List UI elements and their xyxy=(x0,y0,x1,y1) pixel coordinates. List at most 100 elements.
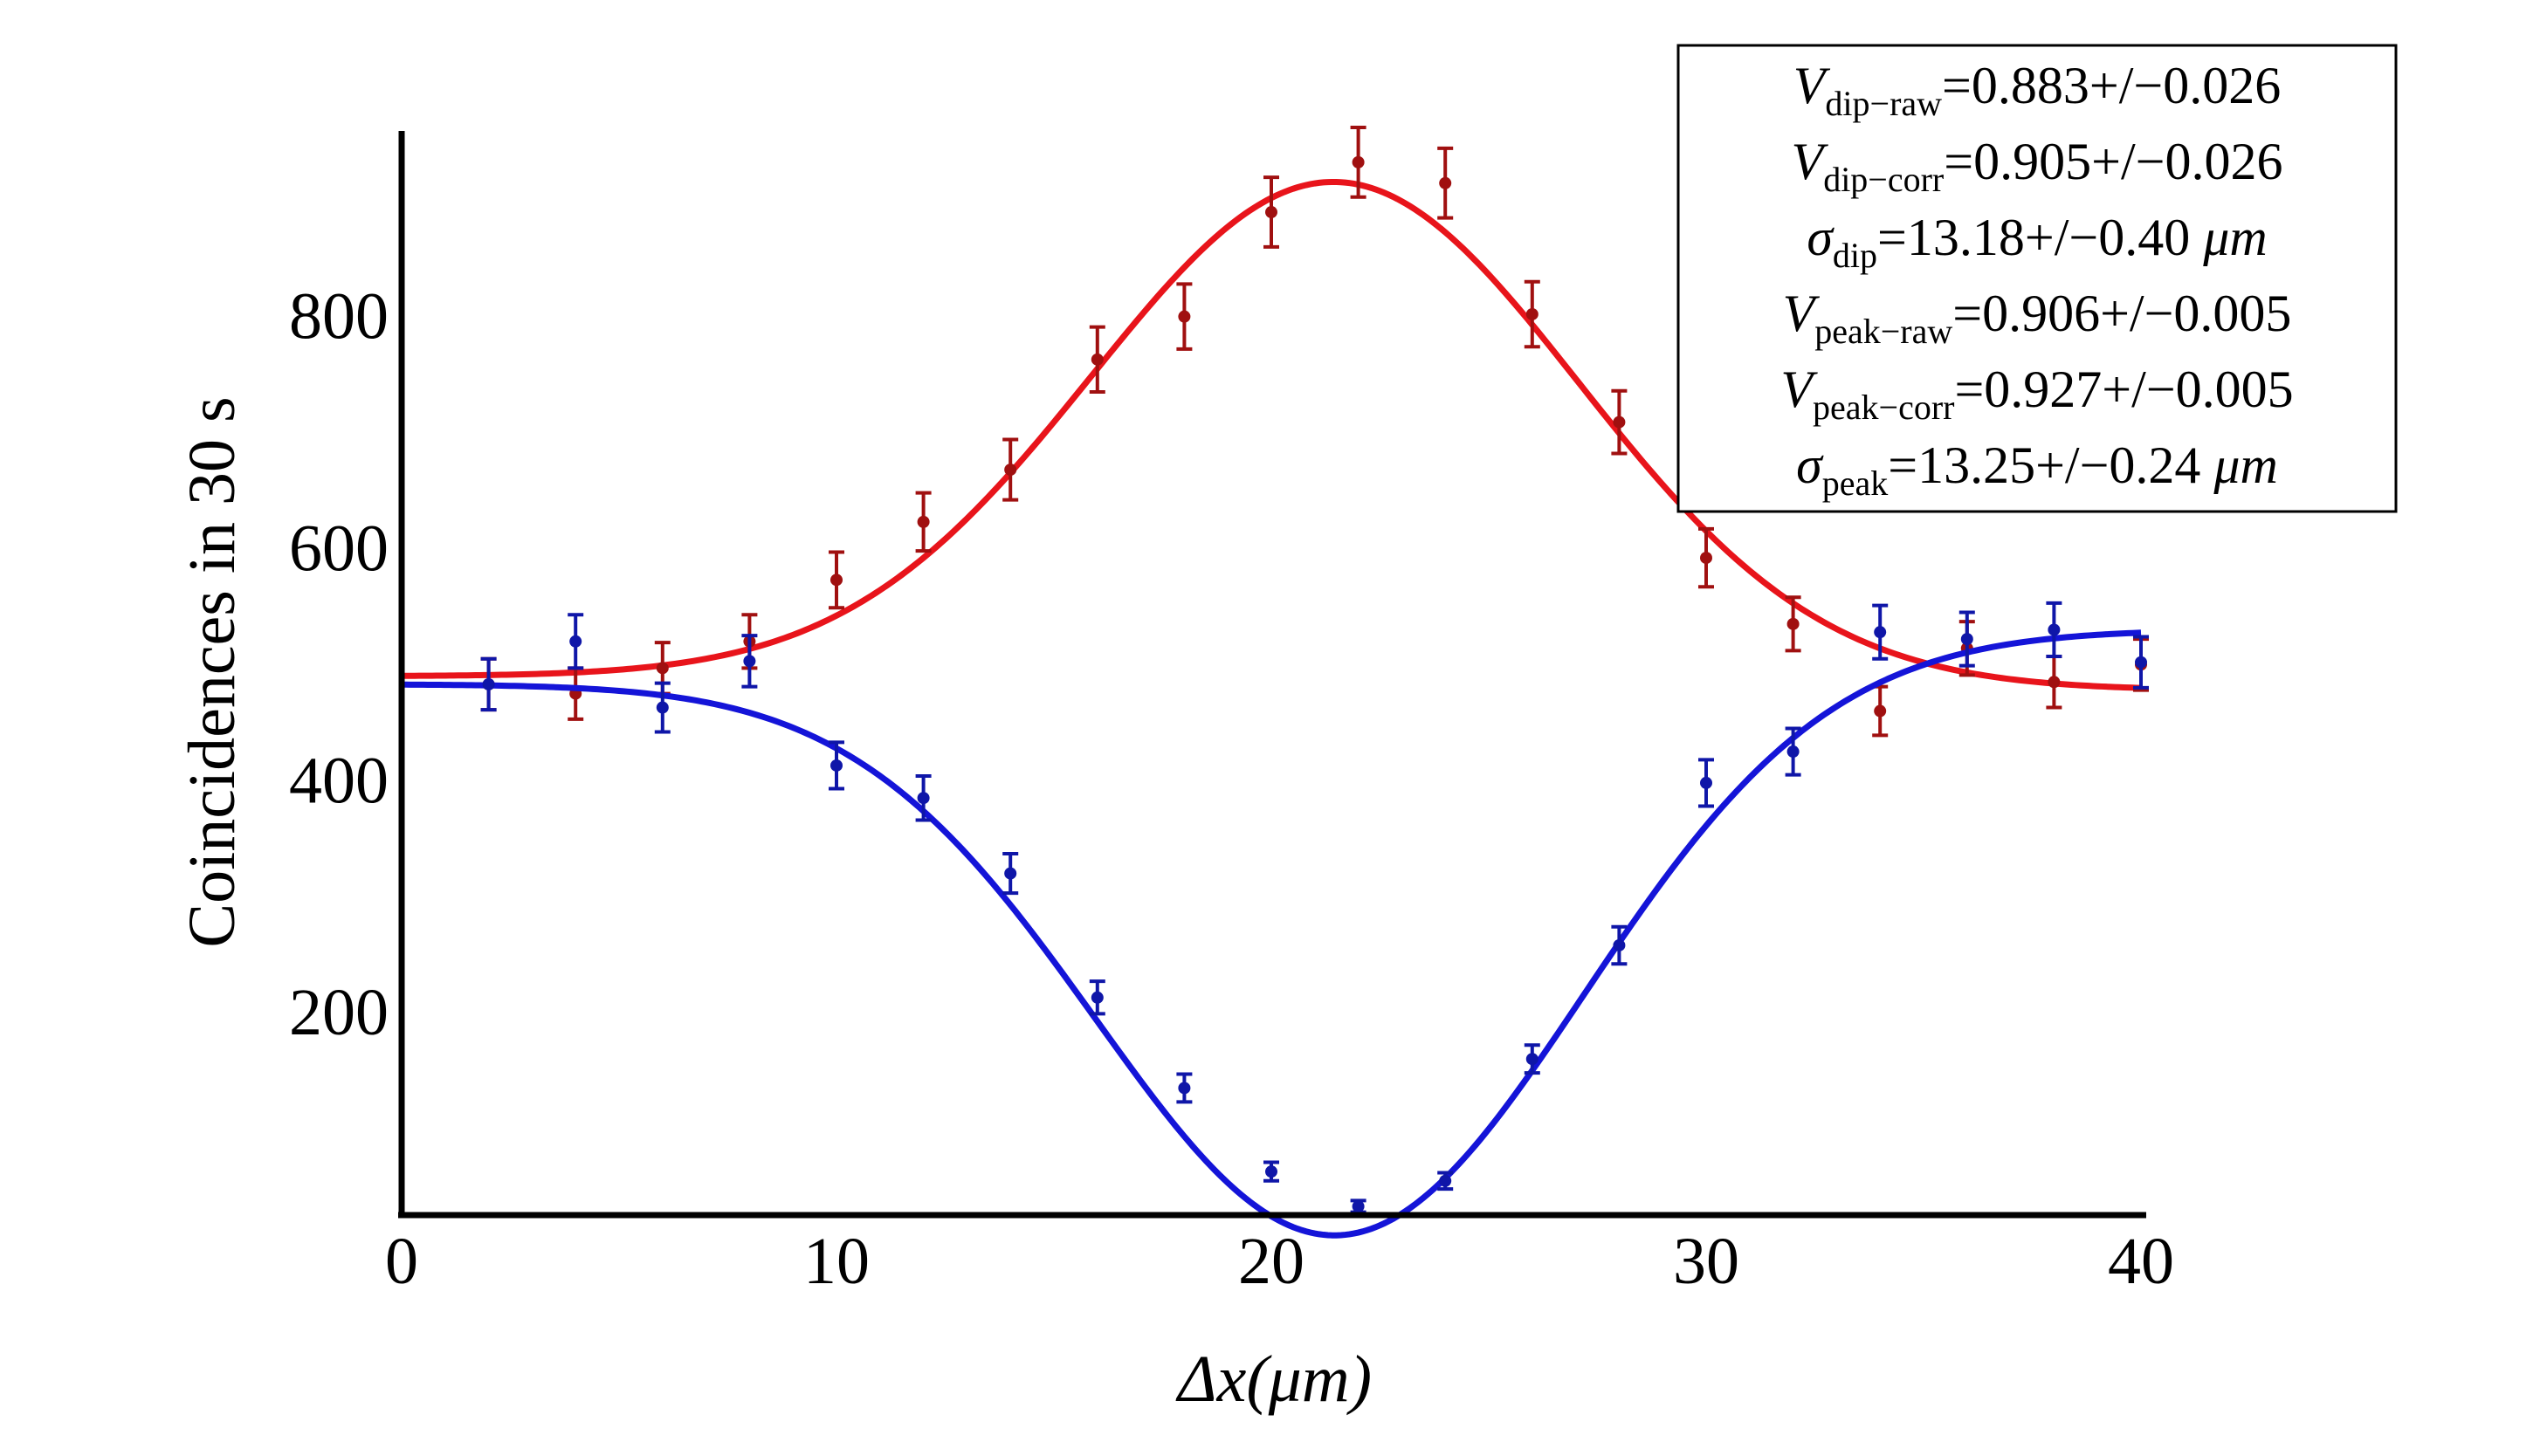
peak-data-point xyxy=(1263,175,1279,249)
dip-marker xyxy=(2048,623,2061,636)
x-axis-title-main: Δx( xyxy=(1175,1343,1272,1416)
dip-data-point xyxy=(1263,1160,1279,1183)
legend-entry-2: σdip=13.18+/−0.40 μm xyxy=(1807,209,2267,275)
dip-marker xyxy=(1439,1174,1452,1187)
legend-value: =13.25+/−0.24 xyxy=(1888,436,2213,494)
peak-data-point xyxy=(1872,684,1889,738)
peak-marker xyxy=(917,515,930,528)
dip-data-point xyxy=(1611,924,1628,966)
dip-data-point xyxy=(1089,979,1105,1016)
legend-symbol: σ xyxy=(1807,209,1835,266)
legend-value: =13.18+/−0.40 xyxy=(1877,209,2203,266)
dip-marker xyxy=(1091,991,1104,1004)
peak-marker xyxy=(1352,155,1365,168)
x-tick-label-0: 0 xyxy=(385,1225,418,1298)
peak-marker xyxy=(1265,206,1277,219)
peak-marker xyxy=(1613,416,1626,429)
legend-symbol: V xyxy=(1780,361,1818,418)
peak-marker xyxy=(830,573,843,587)
legend-subscript: peak xyxy=(1822,464,1889,503)
legend-symbol: V xyxy=(1793,57,1831,114)
dip-marker xyxy=(1525,1053,1539,1066)
legend-symbol: V xyxy=(1792,133,1829,190)
dip-data-point xyxy=(829,740,844,791)
legend-entry-3: Vpeak−raw=0.906+/−0.005 xyxy=(1783,285,2292,351)
dip-marker xyxy=(2135,656,2147,669)
peak-marker xyxy=(1700,552,1712,565)
peak-data-point xyxy=(1002,437,1019,502)
legend-entry-0: Vdip−raw=0.883+/−0.026 xyxy=(1793,57,2281,123)
peak-data-point xyxy=(1176,282,1193,351)
dip-data-point xyxy=(915,773,932,822)
legend-symbol: V xyxy=(1783,285,1821,342)
dip-data-point xyxy=(1785,726,1801,777)
peak-marker xyxy=(1786,617,1800,630)
dip-marker xyxy=(1004,867,1017,880)
dip-marker xyxy=(1700,776,1712,789)
dip-marker xyxy=(1178,1082,1191,1095)
dip-data-point xyxy=(1350,1198,1366,1214)
legend-subscript: dip−raw xyxy=(1825,84,1942,123)
peak-data-point xyxy=(1089,325,1105,395)
legend-symbol: σ xyxy=(1796,436,1824,494)
dip-data-point xyxy=(480,656,497,712)
dip-marker xyxy=(1352,1200,1365,1213)
y-tick-label-600: 600 xyxy=(289,512,389,585)
y-tick-label-800: 800 xyxy=(289,280,389,354)
peak-marker xyxy=(1178,310,1191,323)
peak-marker xyxy=(1525,307,1539,320)
legend-value: =0.906+/−0.005 xyxy=(1952,285,2291,342)
peak-marker xyxy=(1091,353,1104,366)
axes xyxy=(398,131,2146,1219)
dip-marker xyxy=(482,677,495,690)
peak-marker xyxy=(2048,676,2061,689)
dip-marker xyxy=(830,759,843,772)
dip-data-point xyxy=(1524,1043,1540,1075)
peak-data-point xyxy=(829,550,844,610)
peak-data-point xyxy=(1698,526,1714,589)
dip-data-point xyxy=(1872,603,1889,661)
tick-labels: 0 10 20 30 40 200 400 600 800 xyxy=(289,280,2174,1298)
dip-marker xyxy=(917,792,930,805)
legend-subscript: dip xyxy=(1833,236,1877,275)
dip-marker xyxy=(1265,1165,1277,1178)
dip-data-point xyxy=(2133,635,2149,690)
x-tick-label-30: 30 xyxy=(1673,1225,1739,1298)
dip-data-point xyxy=(1002,851,1019,896)
x-tick-label-40: 40 xyxy=(2108,1225,2174,1298)
peak-data-point xyxy=(1437,146,1454,220)
legend-subscript: peak−corr xyxy=(1813,388,1954,427)
peak-data-point xyxy=(1350,126,1366,199)
x-axis-title-close: ) xyxy=(1346,1343,1372,1416)
dip-data-point xyxy=(741,634,758,689)
legend-frame xyxy=(1676,44,2398,513)
dip-data-point xyxy=(1698,758,1714,808)
dip-data-point xyxy=(1958,610,1975,668)
legend-subscript: peak−raw xyxy=(1814,312,1952,351)
legend-value: =0.927+/−0.005 xyxy=(1954,361,2293,418)
legend-box: Vdip−raw=0.883+/−0.026Vdip−corr=0.905+/−… xyxy=(1676,44,2398,513)
peak-data-point xyxy=(1524,279,1540,349)
y-tick-label-400: 400 xyxy=(289,744,389,817)
y-tick-label-200: 200 xyxy=(289,976,389,1049)
legend-value: =0.883+/−0.026 xyxy=(1942,57,2281,114)
legend-subscript: dip−corr xyxy=(1823,160,1944,199)
x-tick-label-10: 10 xyxy=(803,1225,870,1298)
peak-marker xyxy=(1004,464,1017,477)
dip-data-point xyxy=(1176,1072,1193,1104)
legend-entry-5: σpeak=13.25+/−0.24 μm xyxy=(1796,436,2278,503)
dip-data-point xyxy=(568,613,584,670)
y-axis-title: Coincidences in 30 s xyxy=(176,396,249,947)
peak-marker xyxy=(1874,704,1887,718)
dip-data-point xyxy=(2046,601,2062,659)
x-axis-title-unit: μm xyxy=(1268,1343,1350,1416)
dip-marker xyxy=(743,655,756,668)
x-axis-title: Δx(μm) xyxy=(1175,1343,1372,1416)
dip-data-point xyxy=(654,681,671,734)
dip-marker xyxy=(569,635,582,648)
legend-entry-4: Vpeak−corr=0.927+/−0.005 xyxy=(1780,361,2293,427)
peak-data-point xyxy=(915,491,932,553)
peak-marker xyxy=(1439,176,1452,189)
dip-marker xyxy=(1874,626,1887,639)
